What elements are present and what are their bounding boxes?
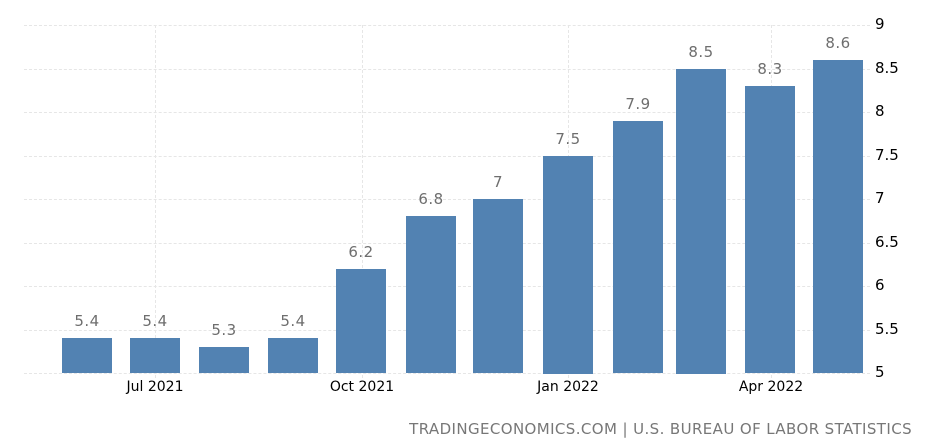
y-tick-label: 5.5 (875, 320, 899, 338)
bar-value-label: 8.6 (825, 34, 851, 52)
x-tick-label: Jan 2022 (537, 379, 599, 395)
bar-nov-2021[interactable] (406, 216, 456, 373)
gridline-vertical (155, 25, 156, 378)
bar-jul-2021[interactable] (130, 338, 180, 373)
bar-oct-2021[interactable] (336, 269, 386, 373)
bar-apr-2022[interactable] (745, 86, 795, 373)
bar-mar-2022[interactable] (676, 69, 726, 374)
bar-value-label: 6.8 (418, 190, 444, 208)
y-tick-label: 7.5 (875, 146, 899, 164)
y-tick-label: 9 (875, 15, 885, 33)
y-tick-label: 6 (875, 276, 885, 294)
bar-aug-2021[interactable] (199, 347, 249, 373)
x-tick-label: Jul 2021 (126, 379, 184, 395)
gridline-horizontal (24, 112, 870, 113)
bar-jan-2022[interactable] (543, 156, 593, 374)
bar-jun-2021[interactable] (62, 338, 112, 373)
bar-value-label: 8.3 (757, 60, 783, 78)
bar-value-label: 6.2 (348, 243, 374, 261)
y-tick-label: 5 (875, 363, 885, 381)
bar-value-label: 7.5 (555, 130, 581, 148)
bar-may-2022[interactable] (813, 60, 863, 373)
y-tick-label: 6.5 (875, 233, 899, 251)
y-tick-label: 8.5 (875, 59, 899, 77)
bar-dec-2021[interactable] (473, 199, 523, 373)
y-tick-label: 8 (875, 102, 885, 120)
gridline-horizontal (24, 25, 870, 26)
bar-value-label: 8.5 (688, 43, 714, 61)
x-tick-label: Apr 2022 (738, 379, 804, 395)
bar-value-label: 7.9 (625, 95, 651, 113)
bar-value-label: 5.4 (74, 312, 100, 330)
bar-value-label: 7 (492, 173, 504, 191)
bar-sep-2021[interactable] (268, 338, 318, 373)
bar-value-label: 5.4 (142, 312, 168, 330)
gridline-vertical (362, 25, 363, 378)
gridline-horizontal (24, 156, 870, 157)
y-tick-label: 7 (875, 189, 885, 207)
x-tick-label: Oct 2021 (329, 379, 395, 395)
gridline-horizontal (24, 199, 870, 200)
bar-value-label: 5.3 (211, 321, 237, 339)
gridline-horizontal (24, 373, 870, 374)
gridline-horizontal (24, 69, 870, 70)
bar-feb-2022[interactable] (613, 121, 663, 373)
bar-value-label: 5.4 (280, 312, 306, 330)
source-attribution: TRADINGECONOMICS.COM | U.S. BUREAU OF LA… (409, 420, 912, 438)
